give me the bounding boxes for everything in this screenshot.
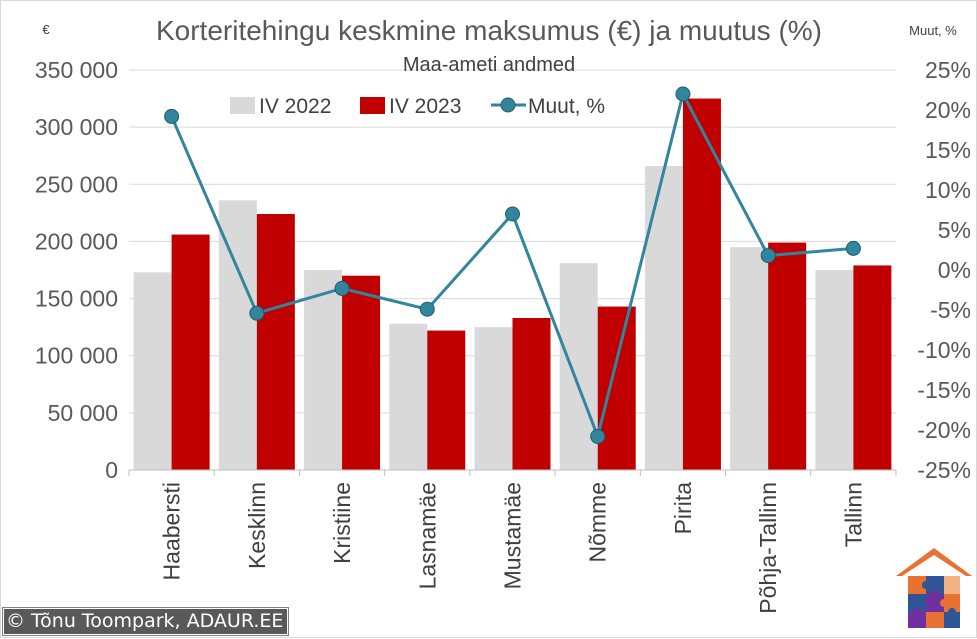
legend-label-iv2022: IV 2022 <box>259 95 331 118</box>
legend: IV 2022 IV 2023 Muut, % <box>230 95 605 118</box>
left-tick-label: 250 000 <box>35 171 118 197</box>
left-tick-label: 350 000 <box>35 57 118 83</box>
credit-label: © Tõnu Toompark, ADAUR.EE <box>1 607 290 636</box>
category-label: Haabersti <box>159 482 185 580</box>
category-labels: Haabersti Kesklinn Kristiine Lasnamäe Mustam… <box>159 482 867 614</box>
left-tick-label: 200 000 <box>35 228 118 254</box>
category-label: Põhja-Tallinn <box>755 482 781 614</box>
left-axis-label: € <box>42 22 50 37</box>
right-tick-label: 0% <box>938 257 971 283</box>
change-point <box>419 301 435 317</box>
house-puzzle-icon <box>896 548 972 628</box>
bars <box>133 98 892 471</box>
legend-marker-change <box>500 97 516 113</box>
bar-iv2022 <box>474 327 513 470</box>
right-axis-label: Muut, % <box>909 23 957 38</box>
change-point <box>249 305 265 321</box>
legend-swatch-iv2023 <box>360 97 385 114</box>
bar-iv2022 <box>815 270 854 470</box>
bar-iv2023 <box>768 242 807 470</box>
bar-iv2023 <box>853 265 892 470</box>
change-point <box>845 240 861 256</box>
axes <box>128 469 897 476</box>
bar-iv2022 <box>644 166 683 470</box>
change-point <box>505 206 520 222</box>
legend-label-iv2023: IV 2023 <box>389 95 461 118</box>
bar-iv2023 <box>512 318 551 470</box>
change-point <box>760 248 776 264</box>
right-tick-label: -25% <box>917 457 971 483</box>
category-label: Kristiine <box>329 482 355 564</box>
left-tick-label: 150 000 <box>35 286 118 312</box>
legend-swatch-iv2022 <box>230 97 255 114</box>
legend-label-change: Muut, % <box>528 95 605 118</box>
category-label: Kesklinn <box>244 482 270 569</box>
bar-iv2023 <box>597 306 636 470</box>
left-axis-ticks: 0 50 000 100 000 150 000 200 000 250 000 300 0… <box>35 57 118 483</box>
right-tick-label: 20% <box>925 97 971 123</box>
change-point <box>590 428 606 444</box>
chart-title: Korteritehingu keskmine maksumus (€) ja … <box>156 15 822 46</box>
bar-iv2022 <box>730 247 769 470</box>
change-line <box>164 86 861 444</box>
right-tick-label: 5% <box>938 217 971 243</box>
left-tick-label: 0 <box>105 457 118 483</box>
bar-iv2023 <box>171 234 210 470</box>
bar-iv2023 <box>682 98 721 471</box>
left-tick-label: 50 000 <box>48 400 118 426</box>
right-tick-label: 10% <box>925 177 971 203</box>
change-point <box>334 280 350 296</box>
category-label: Mustamäe <box>500 482 526 589</box>
chart-subtitle: Maa-ameti andmed <box>403 54 575 76</box>
bar-iv2022 <box>389 323 428 470</box>
bar-iv2023 <box>342 275 381 470</box>
category-label: Tallinn <box>840 482 866 547</box>
bar-iv2023 <box>427 330 466 470</box>
right-tick-label: -20% <box>917 417 971 443</box>
left-tick-label: 300 000 <box>35 114 118 140</box>
bar-iv2023 <box>256 214 295 470</box>
category-label: Nõmme <box>585 482 611 563</box>
bar-iv2022 <box>218 200 257 471</box>
bar-iv2022 <box>304 270 343 470</box>
right-tick-label: 25% <box>925 57 971 83</box>
bar-iv2022 <box>133 272 172 470</box>
category-label: Lasnamäe <box>414 482 440 589</box>
right-axis-ticks: -25% -20% -15% -10% -5% 0% 5% 10% 15% 20% 25% <box>917 57 971 483</box>
right-tick-label: -10% <box>917 337 971 363</box>
change-point <box>164 108 180 124</box>
right-tick-label: -5% <box>930 297 971 323</box>
right-tick-label: 15% <box>925 137 971 163</box>
change-point <box>675 86 691 102</box>
category-label: Pirita <box>670 482 696 535</box>
right-tick-label: -15% <box>917 377 971 403</box>
left-tick-label: 100 000 <box>35 343 118 369</box>
